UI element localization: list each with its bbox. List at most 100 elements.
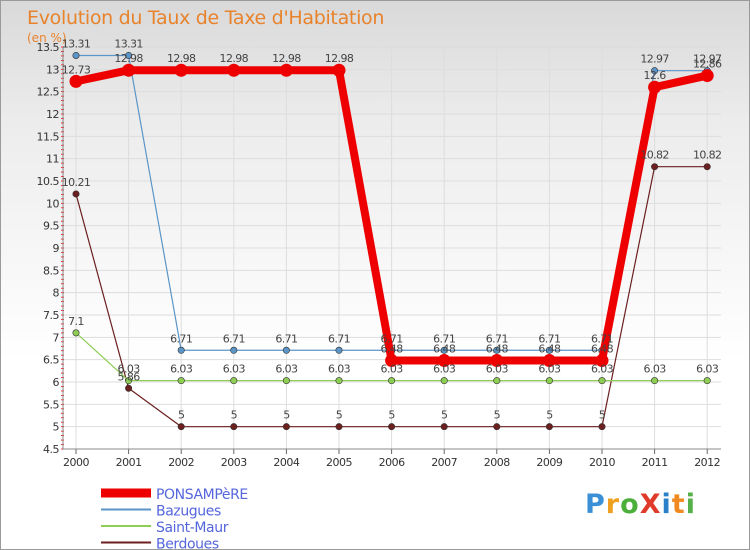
data-point-0 [542, 354, 556, 368]
unit-label: (en %) [27, 31, 67, 45]
data-label-3: 5 [388, 409, 395, 422]
data-point-2 [703, 377, 711, 385]
data-point-2 [177, 377, 185, 385]
data-label-2: 6.03 [433, 363, 456, 376]
data-label-3: 10.82 [693, 149, 722, 162]
data-label-2: 6.03 [591, 363, 614, 376]
data-label-2: 7.1 [68, 315, 84, 328]
y-tick-label: 7 [53, 331, 60, 344]
data-label-0: 6.48 [538, 343, 561, 356]
y-tick-label: 5 [53, 421, 60, 434]
x-tick-label: 2010 [589, 456, 615, 469]
data-label-3: 5 [283, 409, 290, 422]
y-tick-label: 13 [46, 63, 59, 76]
data-point-1 [125, 51, 133, 59]
data-label-0: 6.48 [433, 343, 456, 356]
data-point-2 [440, 377, 448, 385]
data-point-3 [282, 423, 290, 431]
data-label-2: 6.03 [275, 363, 298, 376]
data-label-3: 10.82 [640, 149, 669, 162]
data-point-3 [703, 163, 711, 171]
data-label-1: 6.71 [328, 332, 350, 345]
data-point-3 [230, 423, 238, 431]
data-label-3: 5 [599, 409, 606, 422]
data-label-2: 6.03 [381, 363, 404, 376]
data-point-0 [700, 69, 714, 83]
x-tick-label: 2003 [221, 456, 247, 469]
data-point-3 [598, 423, 606, 431]
legend-label: Bazugues [156, 504, 221, 520]
data-label-0: 12.98 [167, 52, 196, 65]
x-tick-label: 2009 [536, 456, 562, 469]
data-label-0: 6.48 [381, 343, 404, 356]
data-label-3: 5 [231, 409, 238, 422]
data-point-2 [545, 377, 553, 385]
data-point-1 [282, 346, 290, 354]
data-point-2 [598, 377, 606, 385]
data-point-0 [648, 80, 662, 94]
data-point-0 [69, 74, 83, 88]
data-point-2 [335, 377, 343, 385]
data-label-2: 6.03 [118, 363, 141, 376]
data-label-1: 6.71 [486, 332, 508, 345]
data-point-3 [493, 423, 501, 431]
data-label-1: 6.71 [223, 332, 245, 345]
data-label-0: 12.98 [325, 52, 354, 65]
data-label-1: 12.97 [640, 53, 669, 66]
data-point-3 [440, 423, 448, 431]
data-point-2 [72, 329, 80, 337]
data-point-3 [72, 190, 80, 198]
data-point-2 [493, 377, 501, 385]
data-label-3: 5 [494, 409, 501, 422]
y-tick-label: 5.5 [43, 398, 59, 411]
data-label-1: 6.71 [275, 332, 297, 345]
legend-label: PONSAMPèRE [156, 487, 248, 503]
data-label-3: 5 [441, 409, 448, 422]
data-label-3: 5 [178, 409, 185, 422]
y-tick-label: 11.5 [37, 130, 60, 143]
data-label-3: 10.21 [62, 176, 91, 189]
y-tick-label: 12 [46, 108, 59, 121]
x-tick-label: 2011 [642, 456, 668, 469]
data-point-0 [227, 63, 241, 77]
data-point-0 [490, 354, 504, 368]
data-label-3: 5 [546, 409, 553, 422]
data-label-1: 12.97 [693, 53, 722, 66]
data-label-0: 12.86 [693, 58, 722, 71]
data-point-0 [279, 63, 293, 77]
x-tick-label: 2008 [484, 456, 510, 469]
legend-label: Berdoues [156, 537, 219, 550]
data-point-0 [595, 354, 609, 368]
data-label-0: 12.6 [644, 69, 667, 82]
x-tick-label: 2001 [116, 456, 142, 469]
data-point-1 [230, 346, 238, 354]
data-label-1: 6.71 [433, 332, 455, 345]
x-tick-label: 2007 [431, 456, 457, 469]
data-label-2: 6.03 [538, 363, 561, 376]
data-point-3 [545, 423, 553, 431]
data-point-2 [388, 377, 396, 385]
data-label-0: 12.73 [62, 63, 91, 76]
data-label-1: 6.71 [538, 332, 560, 345]
y-tick-label: 9 [53, 242, 60, 255]
data-label-2: 6.03 [170, 363, 193, 376]
data-point-3 [125, 384, 133, 392]
data-label-3: 5 [336, 409, 343, 422]
x-tick-label: 2000 [63, 456, 89, 469]
data-point-1 [72, 51, 80, 59]
data-label-1: 6.71 [381, 332, 403, 345]
data-label-2: 6.03 [644, 363, 667, 376]
proxiti-logo: ProXiti [585, 489, 696, 520]
data-label-2: 6.03 [486, 363, 509, 376]
y-tick-label: 10 [46, 197, 59, 210]
data-point-0 [332, 63, 346, 77]
data-point-0 [174, 63, 188, 77]
legend-label: Saint-Maur [156, 520, 229, 536]
data-point-2 [125, 377, 133, 385]
y-tick-label: 10.5 [37, 175, 60, 188]
data-point-1 [493, 346, 501, 354]
data-point-1 [440, 346, 448, 354]
data-point-0 [122, 63, 136, 77]
data-label-1: 6.71 [170, 332, 192, 345]
